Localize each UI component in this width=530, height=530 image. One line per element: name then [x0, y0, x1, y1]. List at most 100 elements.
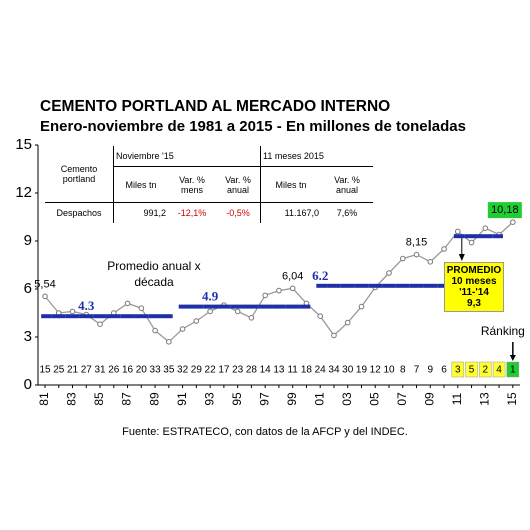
x-tick-label: 01 [312, 392, 326, 406]
data-point [262, 292, 268, 299]
rank-label: 35 [163, 365, 175, 376]
x-tick-label: 11 [450, 392, 464, 405]
x-tick-label: 81 [37, 392, 51, 406]
data-point [482, 225, 489, 231]
cell: 11 meses 2015 [260, 146, 373, 167]
data-point [317, 313, 324, 320]
rank-label: 20 [136, 365, 148, 376]
x-tick-label: 87 [120, 392, 134, 406]
cell: -0,5% [226, 207, 250, 218]
rank-label: 7 [414, 365, 420, 376]
cell: 991,2 [113, 202, 168, 223]
rank-label: 14 [260, 365, 272, 376]
y-tick-label: 0 [24, 376, 32, 393]
subtitle: Enero-noviembre de 1981 a 2015 - En mill… [40, 118, 466, 135]
rank-label: 5 [469, 365, 475, 376]
rank-label: 2 [483, 365, 489, 376]
rank-label: 15 [39, 365, 51, 376]
data-point [69, 308, 76, 315]
x-tick-label: 85 [92, 392, 106, 406]
rank-label: 29 [191, 365, 203, 376]
data-point [289, 285, 296, 292]
x-tick-label: 05 [367, 392, 381, 406]
rank-arrowhead [509, 355, 516, 361]
rank-label: 31 [94, 365, 106, 376]
box-line: PROMEDIO [446, 265, 502, 276]
rank-label: 8 [400, 365, 406, 376]
data-point [344, 319, 351, 326]
rank-label: 18 [301, 365, 313, 376]
rank-label: 30 [342, 365, 354, 376]
rank-title: Ránking [481, 324, 525, 338]
rank-label: 23 [232, 365, 244, 376]
average-box: PROMEDIO 10 meses '11-'14 9,3 [444, 262, 504, 312]
value-label: 5,54 [34, 278, 55, 290]
value-label: 6,04 [282, 270, 303, 282]
title: CEMENTO PORTLAND AL MERCADO INTERNO [40, 98, 391, 115]
box-line: '11-'14 [459, 287, 489, 298]
cell: Var. % anual [321, 166, 373, 203]
rank-label: 17 [218, 365, 230, 376]
data-point [331, 332, 337, 339]
y-tick-label: 15 [15, 136, 32, 153]
data-point [152, 327, 158, 334]
data-point [124, 300, 131, 307]
rank-label: 12 [370, 365, 382, 376]
data-point [455, 228, 461, 235]
data-point [427, 259, 434, 265]
rank-highlight [465, 361, 478, 378]
data-point [399, 255, 406, 262]
x-tick-label: 97 [257, 392, 271, 406]
footer: Fuente: ESTRATECO, con datos de la AFCP … [122, 426, 408, 438]
data-point [207, 308, 213, 315]
x-tick-label: 89 [147, 392, 161, 406]
y-tick-label: 12 [15, 184, 32, 201]
x-tick-label: 13 [477, 392, 491, 406]
x-tick-label: 09 [422, 392, 436, 406]
y-tick-label: 3 [24, 328, 32, 345]
data-point [248, 315, 255, 321]
rank-highlight [492, 361, 506, 378]
x-tick-label: 95 [230, 392, 244, 406]
average-label: 4.3 [78, 298, 95, 313]
x-tick-label: 91 [175, 392, 189, 406]
rank-label: 3 [455, 365, 461, 376]
cell: Despachos [56, 207, 102, 218]
data-point [386, 270, 392, 276]
data-point [97, 321, 103, 328]
data-point [441, 246, 447, 252]
value-label: 8,15 [406, 237, 427, 249]
x-tick-label: 99 [285, 392, 299, 406]
rank-label: 34 [328, 365, 340, 376]
cell: Miles tn [113, 166, 168, 203]
data-point [234, 308, 241, 315]
cell: Var. % anual [216, 166, 261, 203]
rank-label: 24 [315, 365, 327, 376]
summary-table: Cemento portland Noviembre '15 11 meses … [45, 146, 373, 223]
rank-label: 27 [81, 365, 93, 376]
rank-label: 21 [67, 365, 79, 376]
rank-label: 25 [53, 365, 65, 376]
x-tick-label: 15 [505, 392, 519, 406]
data-point [468, 239, 475, 246]
x-tick-label: 83 [65, 392, 79, 406]
data-point [276, 287, 282, 294]
cell: Noviembre '15 [113, 146, 261, 167]
cell: Miles tn [260, 166, 321, 203]
cell: 11.167,0 [260, 202, 321, 223]
data-point [179, 326, 186, 332]
rank-label: 33 [150, 365, 162, 376]
data-point [510, 219, 516, 225]
rank-highlight [479, 361, 492, 378]
rank-label: 22 [205, 365, 217, 376]
cell: 7,6% [336, 207, 358, 218]
rank-label: 9 [427, 365, 433, 376]
rank-label: 1 [510, 365, 516, 376]
box-value: 9,3 [467, 298, 481, 309]
box-line: 10 meses [451, 276, 497, 287]
rank-label: 32 [177, 365, 189, 376]
x-tick-label: 07 [395, 392, 409, 406]
average-note: Promedio anual x década [107, 259, 201, 289]
rank-label: 10 [383, 365, 395, 376]
